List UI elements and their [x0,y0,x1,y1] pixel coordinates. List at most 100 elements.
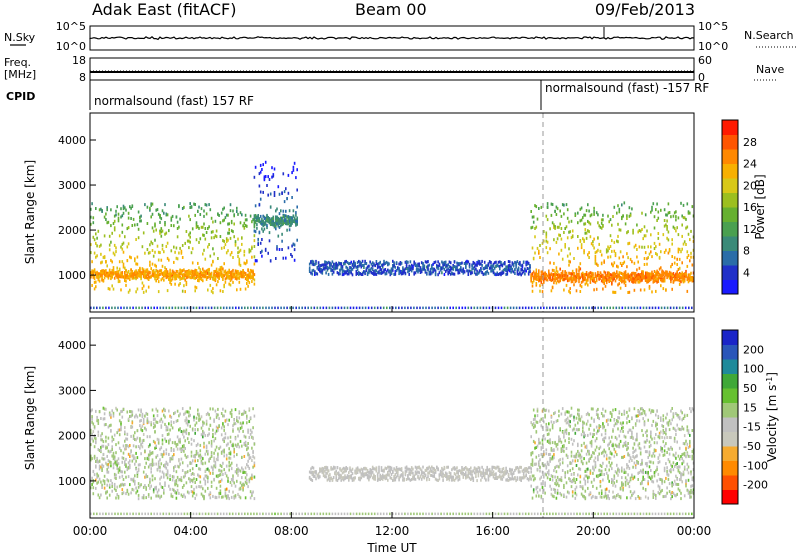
power-scatter-cell [456,261,458,265]
power-scatter-cell [618,282,621,286]
power-scatter-cell [122,275,125,279]
velocity-scatter-cell [124,439,126,443]
velocity-scatter-cell [147,445,150,449]
power-scatter-cell [195,286,198,290]
power-scatter-cell [569,230,571,234]
power-scatter-cell [113,228,116,232]
power-scatter-cell [490,266,492,270]
power-scatter-cell [538,251,540,255]
velocity-scatter-cell [234,470,237,474]
power-scatter-cell [113,226,116,230]
power-clutter-cell [370,306,373,310]
power-scatter-cell [485,271,487,274]
power-scatter-cell [637,272,639,276]
power-scatter-cell [510,270,512,274]
velocity-scatter-cell [232,444,234,448]
power-scatter-cell [253,234,256,238]
power-scatter-cell [603,282,605,285]
power-scatter-cell [431,271,433,275]
velocity-scatter-cell [159,458,161,462]
power-scatter-cell [616,211,618,215]
power-scatter-cell [457,263,459,267]
power-scatter-cell [680,250,682,254]
power-scatter-cell [188,233,190,237]
velocity-scatter-cell [142,420,145,424]
power-scatter-cell [404,271,407,275]
velocity-scatter-cell [186,423,189,427]
power-scatter-cell [641,245,643,249]
power-scatter-cell [212,277,214,281]
power-scatter-cell [623,271,626,275]
power-scatter-cell [326,267,329,271]
power-scatter-cell [189,272,191,276]
power-scatter-cell [549,247,551,251]
velocity-scatter-cell [107,436,110,440]
power-scatter-cell [427,264,429,268]
power-scatter-cell [568,230,570,234]
power-scatter-cell [404,267,407,271]
velocity-scatter-cell [90,486,92,490]
power-colorbar-swatch [722,134,738,150]
power-scatter-cell [116,274,118,278]
velocity-scatter-cell [316,474,319,478]
velocity-scatter-cell [181,448,184,452]
power-scatter-cell [633,273,636,277]
power-scatter-cell [481,271,483,275]
power-clutter-cell [268,306,270,310]
velocity-scatter-cell [175,496,178,500]
velocity-scatter-cell [116,431,118,435]
power-scatter-cell [276,222,278,226]
power-scatter-cell [539,278,541,282]
power-scatter-cell [568,259,570,263]
power-scatter-cell [690,276,692,279]
velocity-scatter-cell [122,491,125,495]
power-scatter-cell [219,273,222,277]
power-scatter-cell [582,216,584,220]
velocity-scatter-cell [170,420,173,424]
velocity-scatter-cell [178,414,180,418]
power-scatter-cell [571,229,574,233]
power-scatter-cell [208,203,210,207]
power-clutter-cell [594,306,596,310]
power-scatter-cell [324,263,326,267]
velocity-scatter-cell [115,496,117,500]
velocity-scatter-cell [121,460,124,464]
power-scatter-cell [190,251,193,255]
power-scatter-cell [118,260,121,264]
velocity-scatter-cell [212,407,214,411]
power-scatter-cell [573,274,575,278]
power-scatter-cell [108,248,111,252]
power-scatter-cell [280,219,282,223]
power-scatter-cell [551,278,554,282]
power-scatter-cell [271,217,273,221]
power-scatter-cell [262,163,264,167]
power-scatter-cell [247,284,249,288]
power-scatter-cell [639,288,642,292]
power-scatter-cell [281,192,283,195]
power-scatter-cell [590,273,593,277]
velocity-scatter-cell [90,428,92,432]
power-scatter-cell [643,225,646,229]
power-scatter-cell [178,283,180,287]
velocity-scatter-cell [203,445,205,449]
power-scatter-cell [337,272,340,275]
velocity-scatter-cell [146,412,149,416]
power-scatter-cell [535,271,538,275]
power-clutter-cell [645,306,648,310]
power-scatter-cell [405,262,408,266]
power-scatter-cell [663,219,666,222]
velocity-scatter-cell [228,489,230,493]
power-scatter-cell [222,273,224,277]
power-clutter-cell [289,306,291,310]
power-scatter-cell [122,211,125,215]
power-scatter-cell [556,275,559,279]
power-scatter-cell [203,275,205,279]
power-scatter-cell [374,269,376,273]
power-scatter-cell [204,203,207,207]
power-scatter-cell [595,277,598,280]
velocity-scatter-cell [155,407,157,411]
power-scatter-cell [583,213,585,217]
velocity-scatter-cell [106,467,108,471]
velocity-scatter-cell [205,413,208,416]
power-scatter-cell [169,271,171,275]
